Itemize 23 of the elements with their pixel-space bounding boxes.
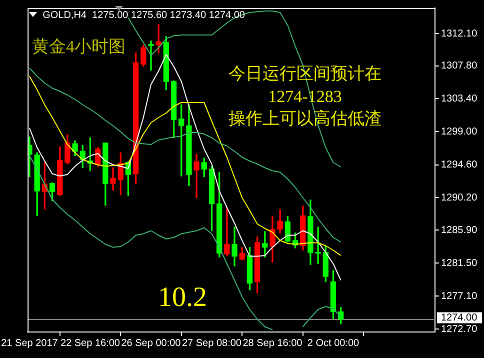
candlestick bbox=[148, 40, 154, 71]
y-tick-label: 1281.50 bbox=[441, 258, 478, 269]
y-tick-label: 1307.80 bbox=[441, 60, 478, 72]
y-tick-label: 1303.40 bbox=[441, 94, 478, 104]
x-tick-label: 27 Sep 08:00 bbox=[182, 338, 242, 349]
x-tick-label: 22 Sep 16:00 bbox=[60, 338, 120, 349]
candlestick bbox=[194, 154, 200, 198]
y-tick-label: 1277.10 bbox=[441, 290, 478, 302]
y-tick-label: 1294.60 bbox=[441, 160, 478, 170]
y-tick-label: 1290.20 bbox=[441, 192, 478, 204]
x-tick-label: 21 Sep 2017 bbox=[1, 338, 58, 349]
y-tick-label: 1312.10 bbox=[441, 28, 478, 40]
candlestick bbox=[224, 207, 230, 256]
x-tick-label: 26 Sep 00:00 bbox=[121, 338, 182, 349]
annotation: 10.2 bbox=[158, 282, 207, 313]
x-tick-label: 2 Oct 00:00 bbox=[307, 338, 360, 349]
y-tick-label: 1299.00 bbox=[441, 126, 478, 138]
y-tick-label: 1272.70 bbox=[441, 324, 478, 335]
annotation: 黄金4小时图 bbox=[32, 37, 126, 56]
candlestick bbox=[156, 24, 162, 54]
ref-line-label: 1274.00 bbox=[441, 312, 478, 324]
x-tick-label: 28 Sep 16:00 bbox=[242, 338, 303, 349]
y-tick-label: 1285.90 bbox=[441, 224, 478, 236]
